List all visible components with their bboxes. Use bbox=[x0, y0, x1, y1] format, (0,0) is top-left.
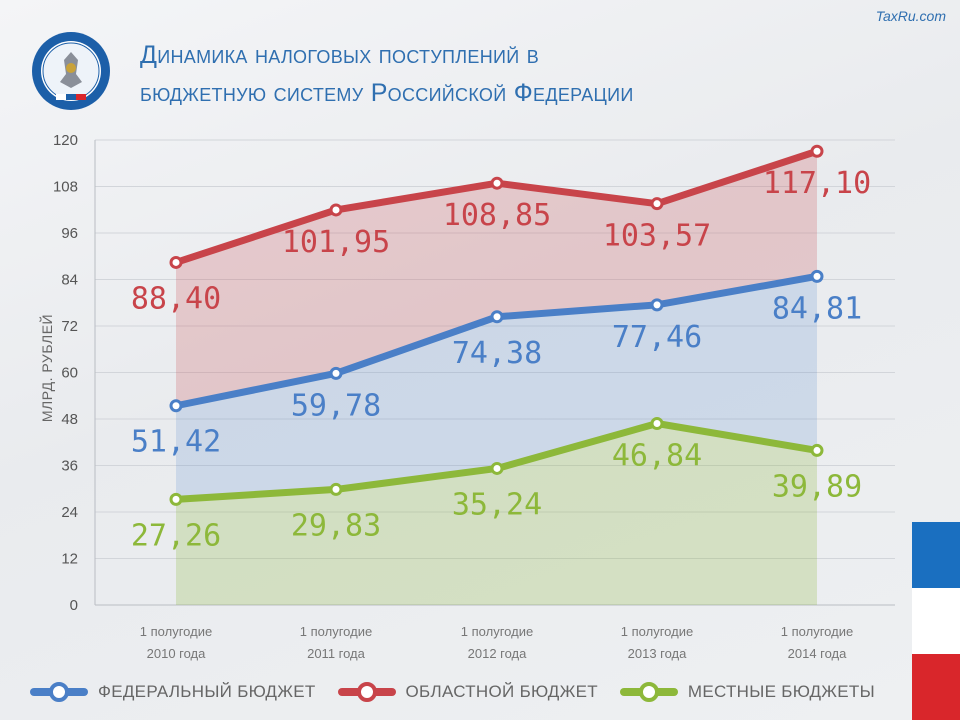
data-label-federal: 51,42 bbox=[131, 425, 221, 460]
legend-item-federal: ФЕДЕРАЛЬНЫЙ БЮДЖЕТ bbox=[30, 682, 316, 702]
x-tick-label: 1 полугодие bbox=[300, 624, 372, 639]
tax-service-emblem-icon bbox=[32, 32, 110, 110]
point-regional bbox=[490, 176, 504, 190]
x-tick-label: 2011 года bbox=[307, 646, 366, 661]
point-local bbox=[169, 492, 183, 506]
point-local bbox=[810, 443, 824, 457]
point-federal bbox=[490, 310, 504, 324]
x-tick-label: 2012 года bbox=[468, 646, 528, 661]
flag-stripe-white bbox=[912, 588, 960, 654]
data-label-local: 35,24 bbox=[452, 487, 542, 522]
data-label-federal: 77,46 bbox=[612, 320, 702, 355]
page-title: Динамика налоговых поступлений в бюджетн… bbox=[140, 36, 820, 112]
point-regional bbox=[329, 203, 343, 217]
y-tick-label: 24 bbox=[61, 504, 78, 521]
data-label-regional: 117,10 bbox=[763, 166, 871, 201]
x-tick-label: 1 полугодие bbox=[461, 624, 533, 639]
point-regional bbox=[650, 197, 664, 211]
data-label-local: 27,26 bbox=[131, 518, 221, 553]
legend-label-local: МЕСТНЫЕ БЮДЖЕТЫ bbox=[687, 682, 875, 701]
data-label-federal: 84,81 bbox=[772, 291, 862, 326]
legend: ФЕДЕРАЛЬНЫЙ БЮДЖЕТ ОБЛАСТНОЙ БЮДЖЕТ МЕСТ… bbox=[30, 672, 897, 712]
y-tick-label: 0 bbox=[70, 597, 78, 614]
data-label-local: 46,84 bbox=[612, 438, 702, 473]
y-tick-label: 84 bbox=[61, 272, 78, 289]
x-tick-label: 2014 года bbox=[788, 646, 848, 661]
data-label-local: 29,83 bbox=[291, 508, 381, 543]
point-local bbox=[490, 461, 504, 475]
data-label-federal: 59,78 bbox=[291, 388, 381, 423]
legend-label-federal: ФЕДЕРАЛЬНЫЙ БЮДЖЕТ bbox=[98, 682, 316, 701]
flag-stripe bbox=[912, 522, 960, 720]
y-tick-label: 96 bbox=[61, 225, 78, 242]
x-tick-label: 1 полугодие bbox=[781, 624, 853, 639]
legend-swatch-regional bbox=[337, 682, 396, 702]
area-federal bbox=[176, 276, 817, 500]
x-tick-label: 2010 года bbox=[147, 646, 207, 661]
point-federal bbox=[650, 298, 664, 312]
legend-swatch-local bbox=[619, 682, 678, 702]
y-tick-label: 36 bbox=[61, 458, 78, 475]
point-regional bbox=[810, 144, 824, 158]
data-label-local: 39,89 bbox=[772, 469, 862, 504]
legend-label-regional: ОБЛАСТНОЙ БЮДЖЕТ bbox=[405, 682, 598, 701]
x-tick-label: 1 полугодие bbox=[621, 624, 693, 639]
data-label-regional: 108,85 bbox=[443, 198, 551, 233]
y-tick-label: 60 bbox=[61, 365, 78, 382]
x-tick-label: 1 полугодие bbox=[140, 624, 212, 639]
y-tick-label: 120 bbox=[53, 132, 78, 149]
area-local bbox=[176, 423, 817, 605]
point-regional bbox=[169, 255, 183, 269]
legend-item-regional: ОБЛАСТНОЙ БЮДЖЕТ bbox=[337, 682, 598, 702]
point-federal bbox=[329, 366, 343, 380]
flag-stripe-red bbox=[912, 654, 960, 720]
point-local bbox=[650, 416, 664, 430]
y-tick-label: 48 bbox=[61, 411, 78, 428]
y-tick-label: 72 bbox=[61, 318, 78, 335]
y-tick-label: 108 bbox=[53, 179, 78, 196]
flag-stripe-blue bbox=[912, 522, 960, 588]
data-label-regional: 101,95 bbox=[282, 225, 390, 260]
data-label-regional: 88,40 bbox=[131, 281, 221, 316]
title-line-2: бюджетную систему Российской Федерации bbox=[140, 79, 634, 107]
point-local bbox=[329, 482, 343, 496]
legend-item-local: МЕСТНЫЕ БЮДЖЕТЫ bbox=[619, 682, 875, 702]
point-federal bbox=[169, 399, 183, 413]
title-line-1: Динамика налоговых поступлений в bbox=[140, 41, 540, 69]
data-label-federal: 74,38 bbox=[452, 336, 542, 371]
x-tick-label: 2013 года bbox=[628, 646, 688, 661]
data-label-regional: 103,57 bbox=[603, 219, 711, 254]
y-tick-label: 12 bbox=[61, 551, 78, 568]
legend-swatch-federal bbox=[30, 682, 88, 702]
watermark: TaxRu.com bbox=[875, 8, 946, 24]
point-federal bbox=[810, 269, 824, 283]
